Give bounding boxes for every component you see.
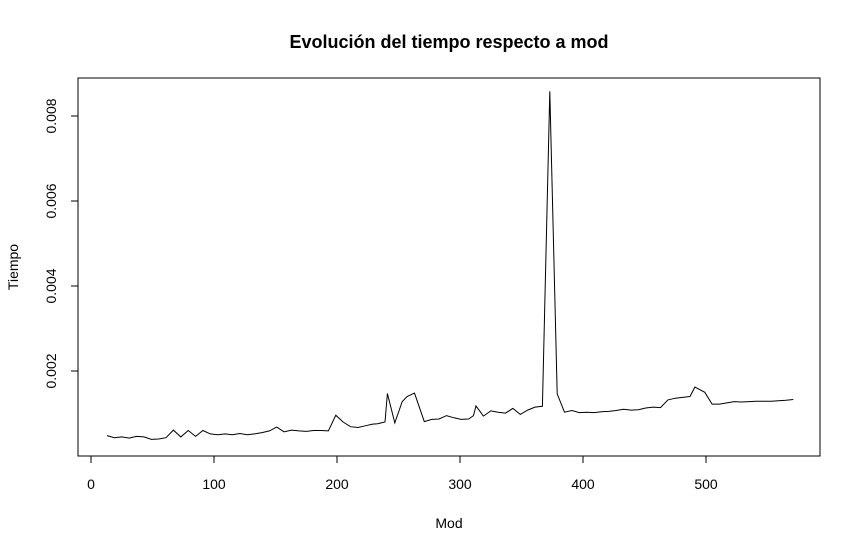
- series-line: [106, 91, 794, 440]
- x-axis: 0 100 200 300 400 500: [87, 455, 718, 492]
- y-axis-label: Tiempo: [5, 244, 21, 290]
- x-tick-label: 500: [694, 476, 718, 492]
- x-tick-label: 0: [87, 476, 95, 492]
- chart-title: Evolución del tiempo respecto a mod: [289, 32, 608, 52]
- x-axis-label: Mod: [435, 515, 462, 531]
- y-axis: 0.002 0.004 0.006 0.008: [43, 98, 79, 389]
- x-tick-label: 300: [448, 476, 472, 492]
- x-tick-label: 400: [571, 476, 595, 492]
- y-tick-label: 0.002: [43, 353, 59, 388]
- y-tick-label: 0.004: [43, 268, 59, 303]
- y-tick-label: 0.008: [43, 98, 59, 133]
- x-tick-label: 100: [202, 476, 226, 492]
- y-tick-label: 0.006: [43, 183, 59, 218]
- x-tick-label: 200: [325, 476, 349, 492]
